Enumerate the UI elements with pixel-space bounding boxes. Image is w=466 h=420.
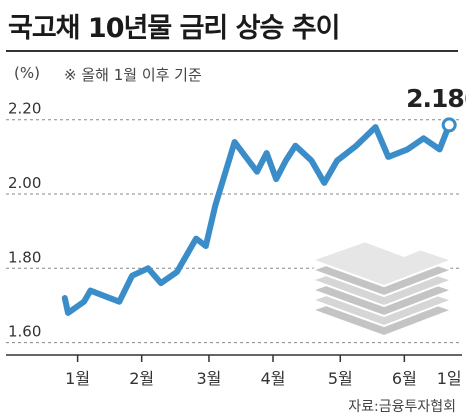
bond-band	[364, 232, 432, 257]
series-layer	[61, 117, 457, 316]
stacked-bonds-icon	[309, 232, 455, 338]
chart-title: 국고채 10년물 금리 상승 추이	[8, 13, 340, 44]
y-axis-ticks: 2.20 2.00 1.80 1.60	[8, 100, 41, 341]
unit-label: (%)	[14, 64, 40, 82]
x-tick-label: 4월	[261, 369, 286, 388]
x-tick-label: 2월	[129, 369, 154, 388]
chart-note: ※ 올해 1월 이후 기준	[64, 66, 202, 84]
y-tick-label: 2.20	[8, 100, 41, 118]
y-tick-label: 2.00	[8, 174, 41, 192]
x-tick-label: 1일	[437, 369, 462, 388]
y-tick-label: 1.80	[8, 248, 41, 266]
source-label: 자료:금융투자협회	[348, 399, 456, 415]
x-tick-label: 3월	[197, 369, 222, 388]
y-tick-label: 1.60	[8, 323, 41, 341]
last-value-label: 2.186	[406, 84, 466, 113]
series-line	[61, 121, 453, 316]
x-tick-label: 1월	[65, 369, 90, 388]
x-axis: 1월 2월 3월 4월 5월 6월 1일	[6, 354, 462, 388]
title-divider	[6, 50, 458, 52]
x-tick-label: 5월	[328, 369, 353, 388]
x-tick-label: 6월	[392, 369, 417, 388]
last-point-marker	[441, 117, 457, 133]
